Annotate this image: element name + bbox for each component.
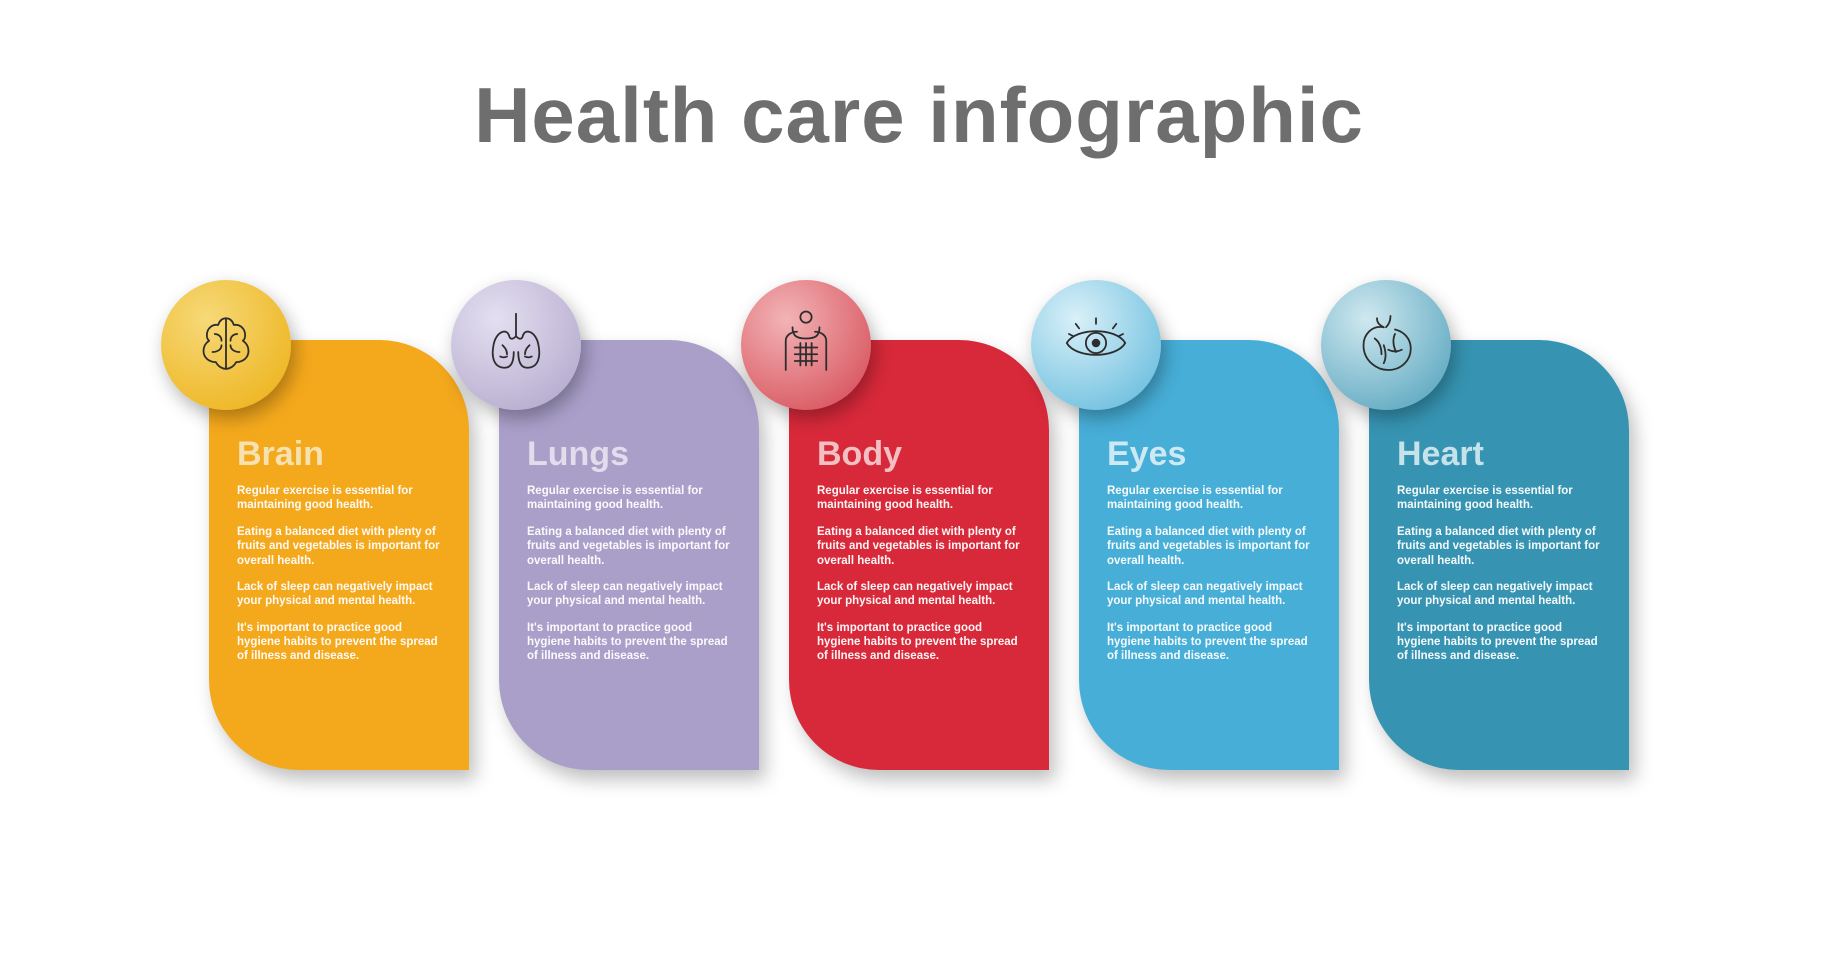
card-para: It's important to practice good hygiene … [237,621,441,664]
card-title-lungs: Lungs [527,435,731,474]
card-para: Eating a balanced diet with plenty of fr… [817,525,1021,568]
lungs-icon [480,307,552,384]
badge-brain [161,280,291,410]
page-title: Health care infographic [0,70,1838,161]
heart-organ-icon [1350,307,1422,384]
card-body: Body Regular exercise is essential for m… [789,340,1049,770]
card-para: Lack of sleep can negatively impact your… [1397,580,1601,609]
card-title-heart: Heart [1397,435,1601,474]
badge-lungs [451,280,581,410]
card-para: It's important to practice good hygiene … [527,621,731,664]
card-body-lungs: Regular exercise is essential for mainta… [527,484,731,664]
body-icon [770,307,842,384]
card-lungs: Lungs Regular exercise is essential for … [499,340,759,770]
card-para: Eating a balanced diet with plenty of fr… [237,525,441,568]
card-body-brain: Regular exercise is essential for mainta… [237,484,441,664]
badge-heart [1321,280,1451,410]
card-title-body: Body [817,435,1021,474]
card-para: Eating a balanced diet with plenty of fr… [527,525,731,568]
infographic-stage: Health care infographic Brain Regular ex… [0,0,1838,980]
card-para: Regular exercise is essential for mainta… [527,484,731,513]
badge-eyes [1031,280,1161,410]
card-body-body: Regular exercise is essential for mainta… [817,484,1021,664]
card-brain: Brain Regular exercise is essential for … [209,340,469,770]
card-para: Eating a balanced diet with plenty of fr… [1397,525,1601,568]
card-para: Regular exercise is essential for mainta… [817,484,1021,513]
card-title-brain: Brain [237,435,441,474]
cards-row: Brain Regular exercise is essential for … [0,340,1838,770]
brain-icon [190,307,262,384]
card-para: It's important to practice good hygiene … [817,621,1021,664]
card-para: Lack of sleep can negatively impact your… [1107,580,1311,609]
card-para: Eating a balanced diet with plenty of fr… [1107,525,1311,568]
card-body-eyes: Regular exercise is essential for mainta… [1107,484,1311,664]
card-para: Lack of sleep can negatively impact your… [817,580,1021,609]
card-body-heart: Regular exercise is essential for mainta… [1397,484,1601,664]
badge-body [741,280,871,410]
card-eyes: Eyes Regular exercise is essential for m… [1079,340,1339,770]
card-para: Lack of sleep can negatively impact your… [237,580,441,609]
card-para: It's important to practice good hygiene … [1107,621,1311,664]
card-title-eyes: Eyes [1107,435,1311,474]
card-para: Lack of sleep can negatively impact your… [527,580,731,609]
card-heart: Heart Regular exercise is essential for … [1369,340,1629,770]
card-para: Regular exercise is essential for mainta… [1107,484,1311,513]
eye-icon [1060,307,1132,384]
card-para: Regular exercise is essential for mainta… [237,484,441,513]
card-para: Regular exercise is essential for mainta… [1397,484,1601,513]
card-para: It's important to practice good hygiene … [1397,621,1601,664]
